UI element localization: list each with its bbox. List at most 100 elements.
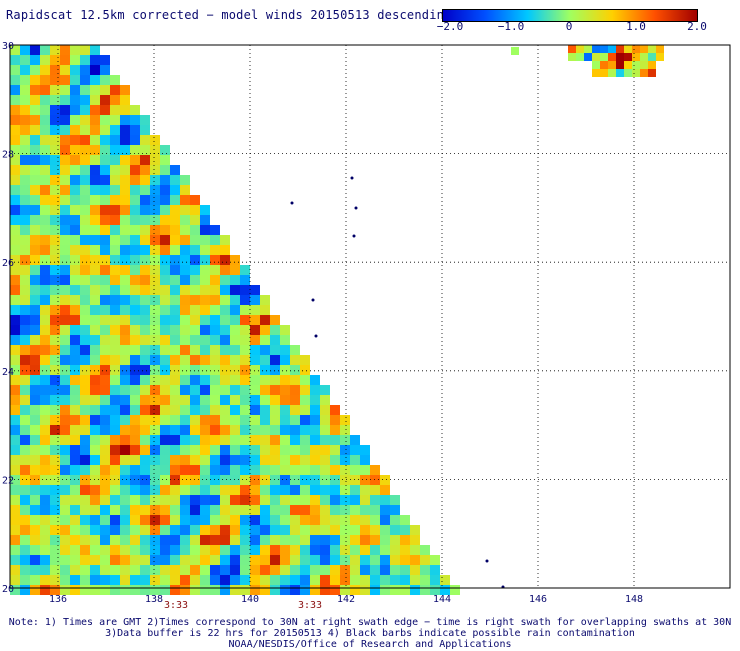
wind-cell <box>90 225 100 235</box>
wind-cell <box>80 135 90 145</box>
wind-cell <box>30 275 40 285</box>
wind-cell <box>430 575 440 585</box>
wind-cell <box>380 495 390 505</box>
wind-cell <box>290 345 300 355</box>
wind-cell <box>200 315 210 325</box>
wind-cell <box>50 135 60 145</box>
wind-cell <box>50 525 60 535</box>
wind-cell <box>60 515 70 525</box>
wind-cell <box>290 535 300 545</box>
wind-cell <box>30 65 40 75</box>
wind-cell <box>350 465 360 475</box>
wind-cell <box>40 405 50 415</box>
wind-cell <box>210 365 220 375</box>
wind-cell <box>210 565 220 575</box>
wind-cell <box>220 355 230 365</box>
wind-cell <box>592 45 600 53</box>
wind-cell <box>120 475 130 485</box>
wind-cell <box>250 585 260 595</box>
wind-cell <box>330 445 340 455</box>
wind-cell <box>20 455 30 465</box>
wind-cell <box>370 585 380 595</box>
wind-cell <box>70 55 80 65</box>
wind-cell <box>40 145 50 155</box>
island-marker <box>290 201 294 205</box>
wind-cell <box>100 95 110 105</box>
wind-cell <box>180 525 190 535</box>
wind-cell <box>20 565 30 575</box>
wind-cell <box>150 285 160 295</box>
wind-cell <box>40 565 50 575</box>
wind-cell <box>70 95 80 105</box>
wind-cell <box>40 365 50 375</box>
wind-cell <box>50 305 60 315</box>
wind-cell <box>310 375 320 385</box>
wind-cell <box>40 355 50 365</box>
wind-cell <box>250 345 260 355</box>
wind-cell <box>180 335 190 345</box>
wind-cell <box>150 305 160 315</box>
wind-cell <box>576 45 584 53</box>
wind-cell <box>200 445 210 455</box>
wind-cell <box>20 285 30 295</box>
wind-cell <box>330 545 340 555</box>
wind-cell <box>290 555 300 565</box>
wind-cell <box>240 465 250 475</box>
wind-cell <box>120 575 130 585</box>
wind-cell <box>20 215 30 225</box>
wind-cell <box>10 115 20 125</box>
wind-cell <box>330 555 340 565</box>
wind-cell <box>648 53 656 61</box>
wind-cell <box>290 435 300 445</box>
wind-cell <box>400 525 410 535</box>
wind-cell <box>140 305 150 315</box>
wind-cell <box>130 235 140 245</box>
wind-cell <box>140 505 150 515</box>
wind-cell <box>10 445 20 455</box>
wind-cell <box>40 205 50 215</box>
wind-cell <box>140 475 150 485</box>
wind-cell <box>180 265 190 275</box>
wind-cell <box>100 165 110 175</box>
wind-cell <box>240 515 250 525</box>
wind-cell <box>20 355 30 365</box>
wind-cell <box>624 69 632 77</box>
wind-cell <box>340 555 350 565</box>
wind-cell <box>300 475 310 485</box>
wind-cell <box>110 355 120 365</box>
wind-cell <box>210 275 220 285</box>
wind-cell <box>20 245 30 255</box>
wind-cell <box>30 155 40 165</box>
wind-cell <box>70 505 80 515</box>
wind-cell <box>160 155 170 165</box>
wind-cell <box>290 485 300 495</box>
wind-cell <box>200 375 210 385</box>
wind-cell <box>270 545 280 555</box>
wind-cell <box>210 505 220 515</box>
wind-cell <box>40 515 50 525</box>
wind-cell <box>70 525 80 535</box>
wind-cell <box>150 135 160 145</box>
wind-cell <box>30 95 40 105</box>
wind-cell <box>50 175 60 185</box>
wind-cell <box>250 495 260 505</box>
wind-cell <box>370 485 380 495</box>
wind-cell <box>280 365 290 375</box>
wind-cell <box>190 425 200 435</box>
wind-cell <box>20 275 30 285</box>
wind-cell <box>110 385 120 395</box>
wind-cell <box>220 365 230 375</box>
wind-cell <box>20 55 30 65</box>
wind-cell <box>190 305 200 315</box>
wind-cell <box>290 565 300 575</box>
wind-cell <box>210 455 220 465</box>
wind-cell <box>330 575 340 585</box>
wind-cell <box>140 235 150 245</box>
x-tick-label: 146 <box>529 594 547 605</box>
wind-cell <box>420 575 430 585</box>
wind-cell <box>170 165 180 175</box>
wind-cell <box>100 325 110 335</box>
wind-cell <box>220 315 230 325</box>
wind-cell <box>250 525 260 535</box>
wind-cell <box>100 405 110 415</box>
